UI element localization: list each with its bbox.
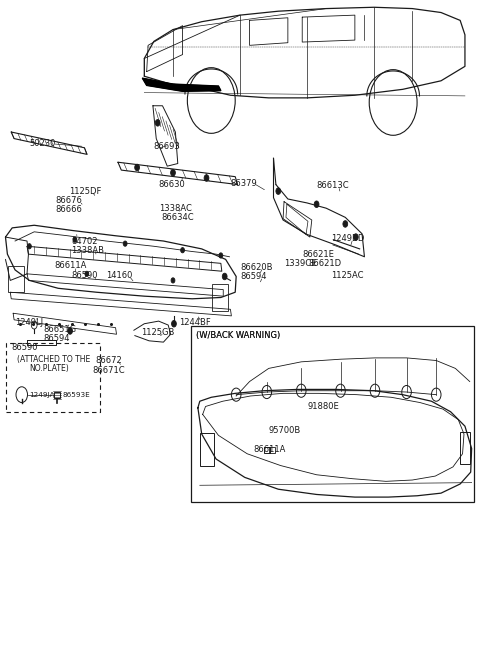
Text: 1125GB: 1125GB	[142, 328, 175, 338]
Circle shape	[314, 201, 319, 207]
Text: 14160: 14160	[106, 271, 132, 280]
Text: 86611A: 86611A	[54, 261, 87, 270]
Text: 50230: 50230	[29, 139, 56, 148]
Text: 1338AC: 1338AC	[158, 204, 192, 213]
Text: 1249BD: 1249BD	[331, 234, 364, 243]
Text: 86651G: 86651G	[44, 324, 77, 334]
Circle shape	[276, 188, 281, 194]
Text: 86590: 86590	[11, 343, 38, 352]
Bar	[8, 266, 24, 292]
Circle shape	[180, 247, 184, 253]
Text: 1244BF: 1244BF	[179, 318, 211, 327]
Text: 1249JA: 1249JA	[29, 392, 55, 397]
Text: 86621E: 86621E	[302, 249, 334, 259]
Text: 86613C: 86613C	[317, 182, 349, 190]
Text: 86593E: 86593E	[63, 392, 91, 397]
Circle shape	[353, 234, 358, 240]
Text: (ATTACHED TO THE: (ATTACHED TO THE	[17, 355, 91, 364]
Circle shape	[135, 164, 140, 171]
Circle shape	[343, 220, 348, 227]
Text: 95700B: 95700B	[269, 426, 301, 435]
Text: 86672: 86672	[96, 356, 122, 365]
Text: 86693: 86693	[154, 142, 180, 151]
Text: 1125DF: 1125DF	[69, 187, 101, 195]
Bar	[460, 432, 470, 464]
Circle shape	[222, 273, 227, 280]
Text: 86676: 86676	[56, 197, 83, 205]
Text: 86379: 86379	[230, 179, 257, 188]
Text: (W/BACK WARNING): (W/BACK WARNING)	[196, 331, 280, 340]
Text: 91880E: 91880E	[307, 402, 339, 411]
Text: 86630: 86630	[158, 180, 185, 189]
Text: 86671C: 86671C	[93, 366, 125, 375]
Bar	[212, 284, 228, 311]
Text: 1339CE: 1339CE	[285, 259, 317, 268]
Text: NO.PLATE): NO.PLATE)	[29, 364, 69, 373]
Text: 86620B: 86620B	[240, 263, 273, 272]
Text: 86611A: 86611A	[253, 445, 285, 454]
Circle shape	[170, 170, 175, 176]
Circle shape	[68, 328, 72, 334]
Circle shape	[73, 237, 77, 242]
Circle shape	[219, 253, 223, 258]
Bar	[200, 433, 214, 466]
Text: 86594: 86594	[44, 334, 70, 343]
Circle shape	[27, 243, 31, 249]
Circle shape	[85, 271, 89, 276]
Text: 86594: 86594	[240, 272, 266, 281]
Text: 1249LJ: 1249LJ	[15, 318, 43, 327]
Text: 86634C: 86634C	[161, 213, 193, 222]
Text: 1338AB: 1338AB	[72, 245, 105, 255]
Polygon shape	[143, 78, 221, 91]
Circle shape	[123, 241, 127, 246]
Text: 86666: 86666	[56, 205, 83, 214]
Circle shape	[204, 174, 209, 181]
Text: 86590: 86590	[72, 271, 98, 280]
Circle shape	[171, 278, 175, 283]
Circle shape	[171, 320, 176, 327]
FancyBboxPatch shape	[191, 326, 474, 502]
Text: 1125AC: 1125AC	[331, 270, 363, 280]
Text: 86621D: 86621D	[309, 259, 342, 268]
Text: 84702: 84702	[72, 236, 98, 245]
Text: (W/BACK WARNING): (W/BACK WARNING)	[196, 331, 280, 340]
Circle shape	[156, 120, 160, 126]
